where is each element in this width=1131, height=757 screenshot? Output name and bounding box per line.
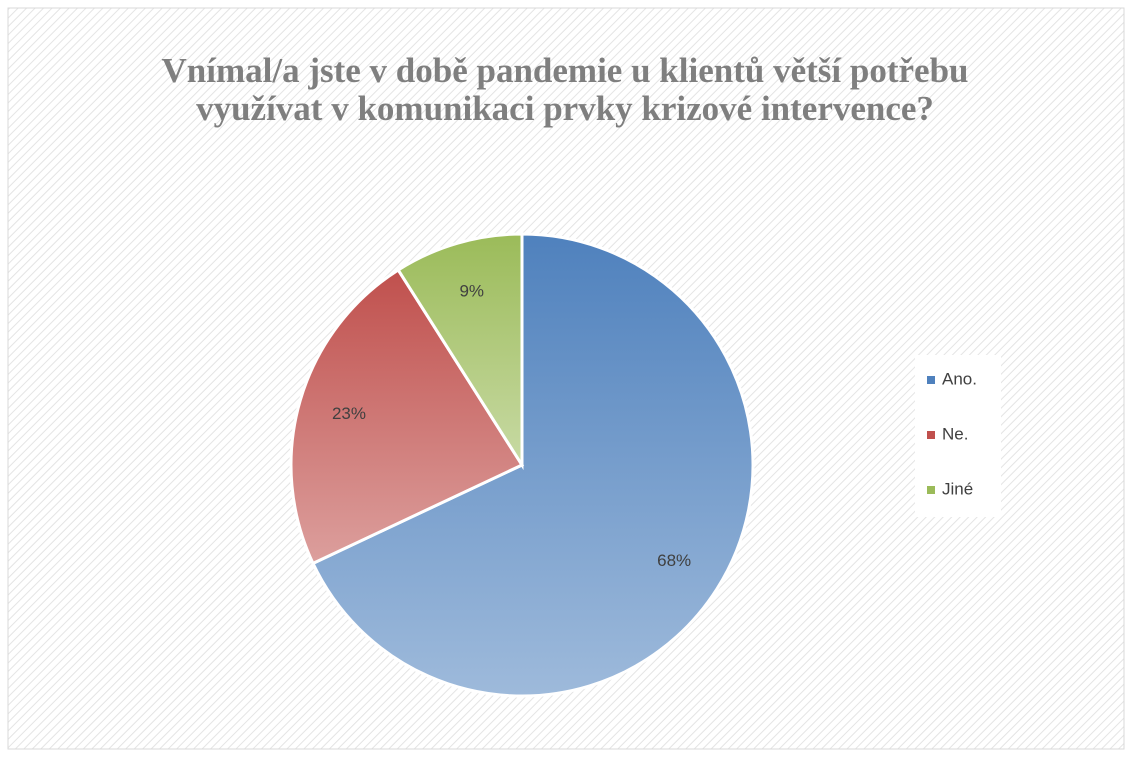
legend-label: Jiné	[942, 479, 973, 498]
pie-slice	[289, 267, 525, 566]
data-label: 68%	[657, 551, 691, 570]
legend-label: Ano.	[942, 369, 977, 388]
legend-swatch	[927, 376, 935, 384]
legend-label: Ne.	[942, 424, 968, 443]
data-label: 9%	[459, 281, 484, 300]
legend-swatch	[927, 486, 935, 494]
data-label: 23%	[332, 404, 366, 423]
legend-swatch	[927, 431, 935, 439]
pie-slice	[310, 232, 755, 698]
pie-slice	[396, 232, 524, 471]
chart-title: Vnímal/a jste v době pandemie u klientů …	[161, 51, 969, 128]
